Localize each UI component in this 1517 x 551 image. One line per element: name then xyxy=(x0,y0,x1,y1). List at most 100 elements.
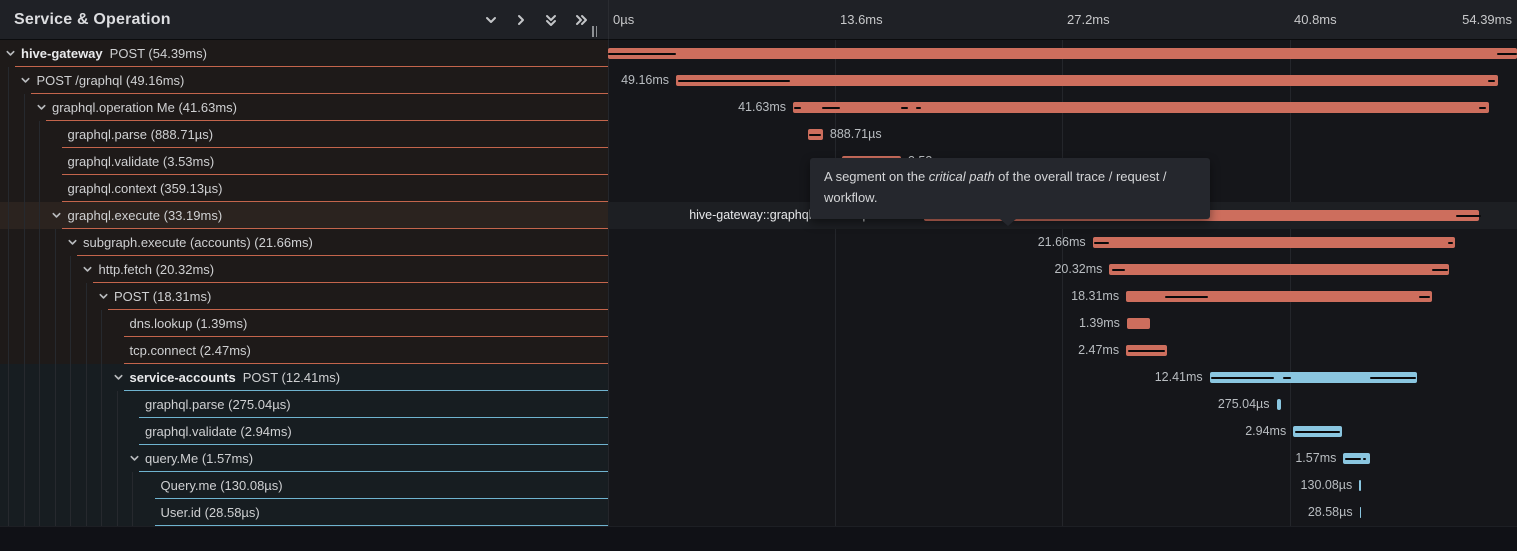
indent-guide xyxy=(85,445,87,472)
indent-guide xyxy=(39,364,40,391)
span-name: hive-gateway POST (54.39ms) xyxy=(21,46,207,61)
span-tree-row[interactable]: service-accounts POST (12.41ms) xyxy=(0,364,608,391)
span-bar-row[interactable]: 18.31ms xyxy=(608,283,1517,310)
span-bar-row[interactable]: 275.04µs xyxy=(608,391,1517,418)
row-border xyxy=(61,174,608,175)
span-bar-row[interactable]: 1.57ms xyxy=(608,445,1517,472)
span-bar-row[interactable]: 41.63ms xyxy=(608,94,1517,121)
span-tree-row[interactable]: query.Me (1.57ms) xyxy=(0,445,608,472)
indent-guide xyxy=(39,472,40,499)
span-tree-row[interactable]: graphql.parse (888.71µs) xyxy=(0,121,608,148)
span-tree-row[interactable]: dns.lookup (1.39ms) xyxy=(0,310,608,337)
span-name: http.fetch (20.32ms) xyxy=(98,262,215,277)
chevron-down-icon[interactable] xyxy=(3,40,17,67)
span-tree-row[interactable]: graphql.context (359.13µs) xyxy=(0,175,608,202)
span-bar-row[interactable]: 130.08µs xyxy=(608,472,1517,499)
span-tree-row[interactable]: subgraph.execute (accounts) (21.66ms) xyxy=(0,229,608,256)
critical-path-segment xyxy=(678,79,791,82)
indent-guide xyxy=(39,256,40,283)
span-bar[interactable] xyxy=(1359,480,1362,491)
indent-guide xyxy=(39,202,40,229)
row-border xyxy=(15,66,608,67)
expand-all-icon[interactable] xyxy=(572,11,590,29)
indent-guide xyxy=(8,472,9,499)
row-border xyxy=(61,228,608,229)
indent-guide xyxy=(39,283,40,310)
span-tree-row[interactable]: POST /graphql (49.16ms) xyxy=(0,67,608,94)
span-name: subgraph.execute (accounts) (21.66ms) xyxy=(83,235,313,250)
span-tree-row[interactable]: tcp.connect (2.47ms) xyxy=(0,337,608,364)
span-tree-row[interactable]: graphql.validate (2.94ms) xyxy=(0,418,608,445)
chevron-down-icon[interactable] xyxy=(81,256,95,283)
span-duration-label: 1.57ms xyxy=(1295,451,1337,465)
span-bar[interactable] xyxy=(1092,237,1455,248)
indent-guide xyxy=(8,148,9,175)
span-bar-row[interactable]: 28.58µs xyxy=(608,499,1517,526)
span-bar-row[interactable]: 21.66ms xyxy=(608,229,1517,256)
tree-controls xyxy=(482,0,590,40)
row-border xyxy=(139,471,608,472)
chevron-down-icon[interactable] xyxy=(65,229,79,256)
indent-guide xyxy=(85,337,87,364)
span-bar-row[interactable]: 2.94ms xyxy=(608,418,1517,445)
indent-guide xyxy=(85,310,87,337)
critical-path-segment xyxy=(1363,457,1367,460)
collapse-one-icon[interactable] xyxy=(482,11,500,29)
indent-guide xyxy=(54,391,56,418)
chevron-down-icon[interactable] xyxy=(96,283,110,310)
span-name: User.id (28.58µs) xyxy=(160,505,260,520)
span-tree-row[interactable]: POST (18.31ms) xyxy=(0,283,608,310)
span-bar[interactable] xyxy=(1126,291,1433,302)
span-tree-row[interactable]: hive-gateway POST (54.39ms) xyxy=(0,40,608,67)
span-tree-row[interactable]: User.id (28.58µs) xyxy=(0,499,608,526)
timeline-header: 0µs 13.6ms 27.2ms 40.8ms 54.39ms xyxy=(608,0,1517,40)
chevron-down-icon[interactable] xyxy=(34,94,48,121)
chevron-down-icon[interactable] xyxy=(112,364,126,391)
span-bar[interactable] xyxy=(1359,507,1362,518)
span-bar[interactable] xyxy=(1109,264,1449,275)
span-bar-row[interactable]: 1.39ms xyxy=(608,310,1517,337)
critical-path-segment xyxy=(608,52,676,55)
span-bar[interactable] xyxy=(1126,318,1151,329)
indent-guide xyxy=(23,418,25,445)
span-bar-row[interactable]: 49.16ms xyxy=(608,67,1517,94)
span-tree-row[interactable]: graphql.execute (33.19ms) xyxy=(0,202,608,229)
span-tree-row[interactable]: Query.me (130.08µs) xyxy=(0,472,608,499)
span-name: Query.me (130.08µs) xyxy=(160,478,283,493)
span-tree-row[interactable]: http.fetch (20.32ms) xyxy=(0,256,608,283)
critical-path-segment xyxy=(1431,268,1448,271)
span-bar-row[interactable]: 888.71µs xyxy=(608,121,1517,148)
span-bar-row[interactable]: 20.32ms xyxy=(608,256,1517,283)
critical-path-segment xyxy=(1283,376,1291,379)
indent-guide xyxy=(132,499,133,526)
span-bar[interactable] xyxy=(676,75,1498,86)
span-tree-row[interactable]: graphql.operation Me (41.63ms) xyxy=(0,94,608,121)
indent-guide xyxy=(8,121,9,148)
indent-guide xyxy=(8,175,9,202)
indent-guide xyxy=(70,256,71,283)
chevron-down-icon[interactable] xyxy=(127,445,141,472)
panel-resize-grip[interactable] xyxy=(592,26,602,37)
span-bar[interactable] xyxy=(608,48,1517,59)
collapse-all-icon[interactable] xyxy=(542,11,560,29)
chevron-down-icon[interactable] xyxy=(19,67,33,94)
span-bar[interactable] xyxy=(793,102,1489,113)
panel-title: Service & Operation xyxy=(14,10,171,28)
row-border xyxy=(154,525,608,526)
span-name: graphql.validate (3.53ms) xyxy=(67,154,215,169)
service-name: hive-gateway xyxy=(21,46,103,61)
span-bar[interactable] xyxy=(1276,399,1282,410)
span-tree-row[interactable]: graphql.parse (275.04µs) xyxy=(0,391,608,418)
expand-one-icon[interactable] xyxy=(512,11,530,29)
critical-path-segment xyxy=(1447,241,1453,244)
span-bar-row[interactable]: 2.47ms xyxy=(608,337,1517,364)
span-bar-row[interactable]: 12.41ms xyxy=(608,364,1517,391)
indent-guide xyxy=(54,310,56,337)
span-duration-label: 275.04µs xyxy=(1217,397,1270,411)
span-tree-row[interactable]: graphql.validate (3.53ms) xyxy=(0,148,608,175)
span-bar-row[interactable] xyxy=(608,40,1517,67)
span-bar[interactable] xyxy=(1209,372,1418,383)
indent-guide xyxy=(70,499,71,526)
chevron-down-icon[interactable] xyxy=(50,202,64,229)
